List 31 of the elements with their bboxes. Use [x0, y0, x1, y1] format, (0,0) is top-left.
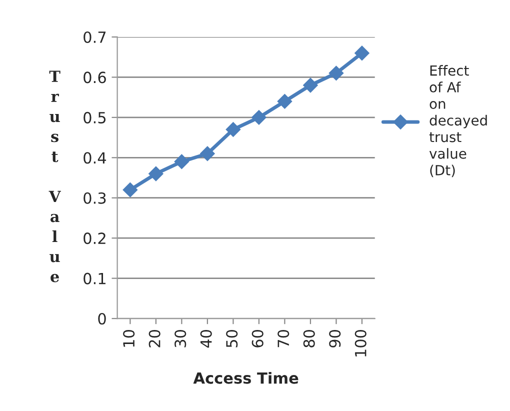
point [277, 94, 292, 109]
y-tick-label: 0 [98, 312, 106, 325]
y-tick-label: 0.3 [84, 192, 106, 204]
x-tick-label: 50 [226, 330, 238, 348]
point [252, 110, 266, 125]
point [200, 146, 215, 162]
x-tick-label: 90 [329, 330, 341, 348]
x-tick-label: 20 [148, 330, 160, 348]
y-tick-label: 0.5 [84, 112, 106, 124]
point [354, 46, 370, 60]
legend-label: Effect of Af on decayed trust value (Dt) [429, 65, 487, 178]
x-tick-label: 40 [200, 330, 212, 348]
x-tick-label: 70 [278, 330, 290, 348]
y-tick-label: 0.1 [84, 272, 106, 284]
x-tick-label: 100 [354, 330, 366, 356]
point [303, 78, 318, 93]
text: Trust Value [48, 70, 61, 282]
y-tick-label: 0.2 [84, 232, 106, 244]
x-tick-label: 60 [252, 330, 264, 348]
point [148, 166, 164, 182]
point [174, 154, 190, 170]
y-tick-label: 0.6 [84, 72, 106, 84]
x-tick-label: 10 [123, 330, 135, 347]
point [328, 66, 344, 81]
x-axis-title: Access Time [193, 372, 298, 384]
x-tick-label: 80 [303, 330, 315, 348]
x-tick-label: 30 [174, 330, 186, 348]
y-tick-label: 0.4 [84, 152, 106, 164]
point [226, 122, 241, 137]
point [122, 182, 138, 198]
y-tick-label: 0.7 [84, 31, 106, 44]
